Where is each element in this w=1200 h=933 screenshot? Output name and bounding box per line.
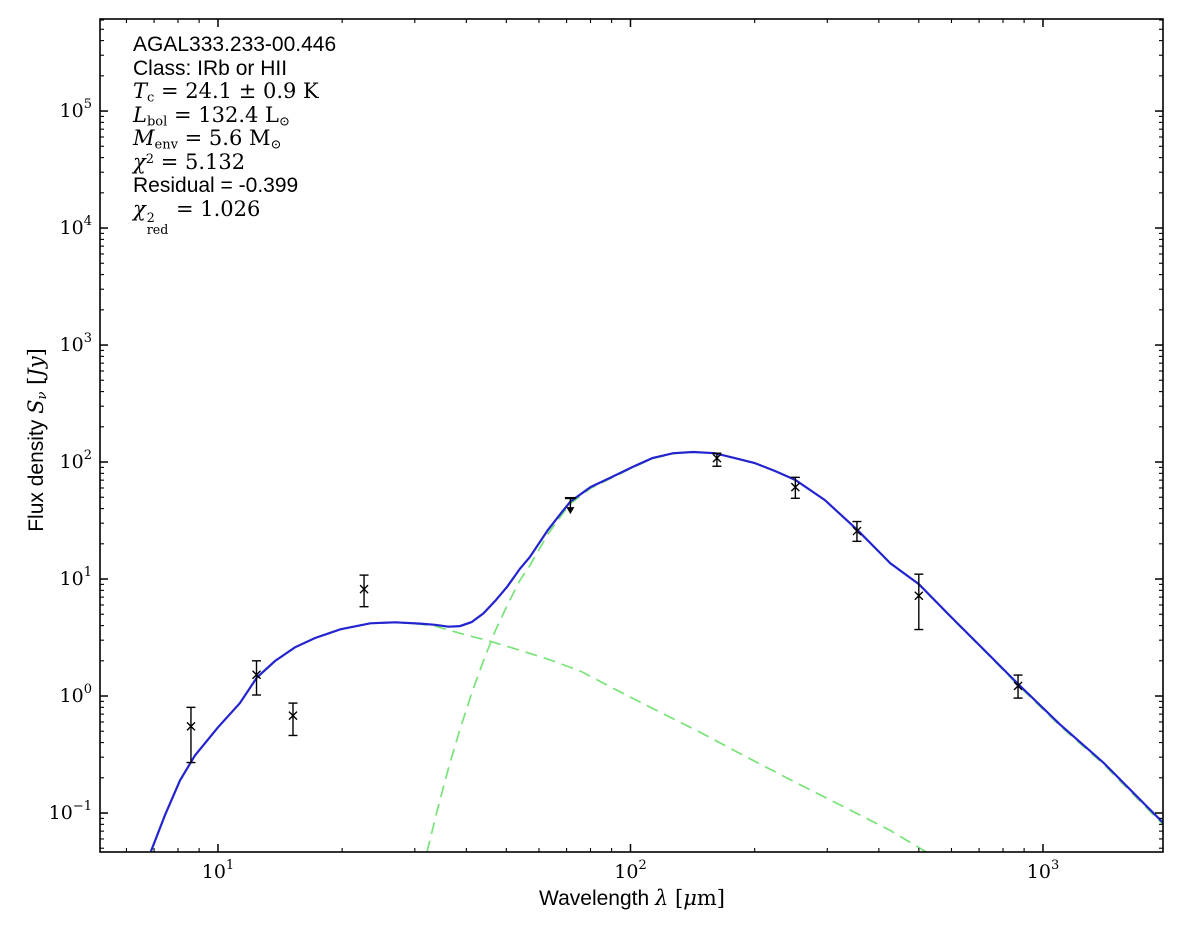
x-marker-icon bbox=[1013, 681, 1023, 691]
data-point bbox=[186, 706, 196, 764]
data-point bbox=[288, 702, 298, 737]
x-tick-label: 102 bbox=[614, 858, 646, 883]
residual-line: Residual = -0.399 bbox=[133, 174, 299, 197]
y-tick-label: 10−1 bbox=[49, 799, 92, 824]
x-tick-label: 101 bbox=[202, 858, 234, 883]
data-point bbox=[790, 476, 800, 499]
upper-limit-point bbox=[564, 496, 576, 515]
y-tick-label: 105 bbox=[60, 97, 92, 122]
data-point bbox=[712, 452, 722, 467]
axes-box bbox=[99, 18, 1164, 853]
x-marker-icon bbox=[852, 526, 862, 536]
x-marker-icon bbox=[790, 482, 800, 492]
warm-component-curve bbox=[149, 621, 928, 852]
data-point bbox=[359, 574, 369, 608]
y-tick-label: 101 bbox=[60, 565, 92, 590]
chi2red-line: χ 2 red = 1.026 bbox=[133, 196, 261, 237]
mass-line: Menv = 5.6 M⊙ bbox=[133, 126, 282, 153]
data-points bbox=[186, 452, 1023, 764]
data-point bbox=[252, 660, 262, 696]
x-marker-icon bbox=[186, 721, 196, 731]
data-point bbox=[852, 520, 862, 543]
y-tick-label: 102 bbox=[60, 448, 92, 473]
model-curves bbox=[149, 450, 1163, 852]
source-name: AGAL333.233-00.446 bbox=[133, 33, 337, 56]
total-model-curve bbox=[149, 450, 1163, 852]
x-marker-icon bbox=[914, 591, 924, 601]
x-marker-icon bbox=[252, 670, 262, 680]
x-marker-icon bbox=[359, 584, 369, 594]
y-tick-label: 100 bbox=[60, 682, 92, 707]
x-marker-icon bbox=[288, 711, 298, 721]
annotation-block: AGAL333.233-00.446 Class: IRb or HII Tc … bbox=[133, 33, 336, 236]
y-tick-label: 104 bbox=[60, 214, 92, 239]
tick-labels: 101 102 103 10−1 100 101 102 103 104 105 bbox=[49, 97, 1060, 883]
cold-component-curve bbox=[426, 451, 1163, 852]
data-point bbox=[1013, 674, 1023, 699]
class-line: Class: IRb or HII bbox=[133, 56, 288, 80]
temperature-line: Tc = 24.1 ± 0.9 K bbox=[133, 79, 319, 106]
axis-ticks bbox=[100, 19, 1163, 852]
luminosity-line: Lbol = 132.4 L⊙ bbox=[133, 102, 290, 129]
y-tick-label: 103 bbox=[60, 331, 92, 356]
chi2-line: χ2 = 5.132 bbox=[133, 149, 246, 174]
down-arrow-icon bbox=[566, 507, 575, 515]
data-point bbox=[914, 573, 924, 631]
x-marker-icon bbox=[712, 453, 722, 463]
y-axis-label: Flux density Sν [Jy] bbox=[24, 348, 50, 532]
x-tick-label: 103 bbox=[1027, 858, 1059, 883]
x-axis-label: Wavelength λ [μm] bbox=[539, 886, 725, 910]
